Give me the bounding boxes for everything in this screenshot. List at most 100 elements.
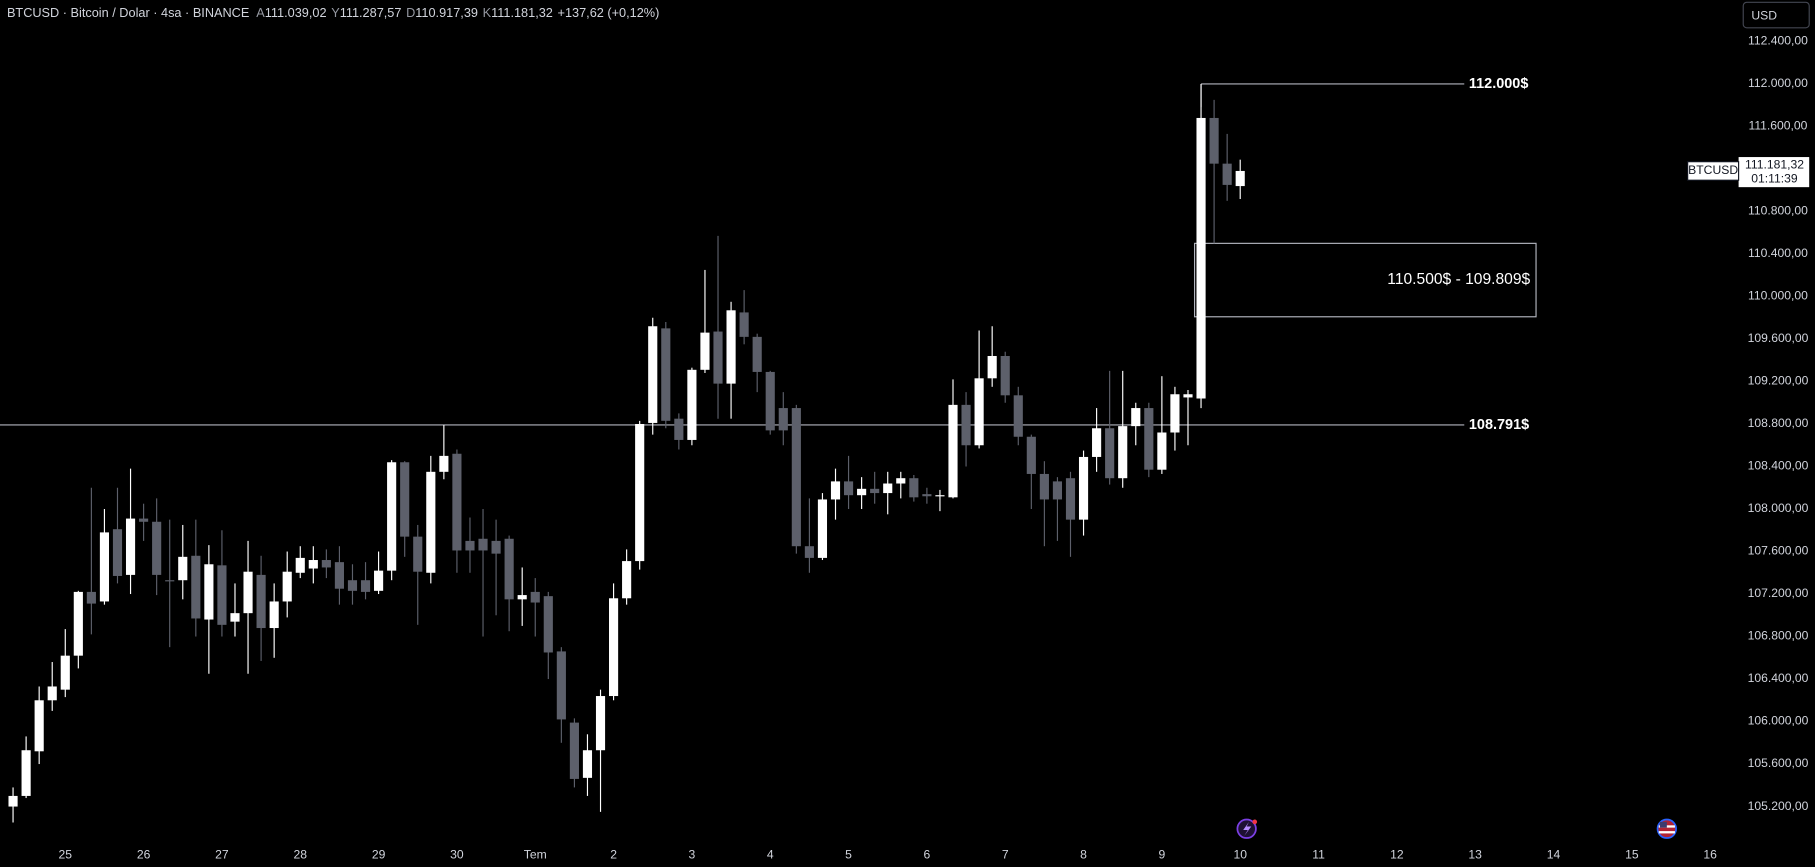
candle-body xyxy=(595,696,606,751)
y-tick-label: 106.000,00 xyxy=(1748,714,1809,728)
candle-body xyxy=(713,331,723,384)
candle-body xyxy=(99,532,110,602)
candle-body xyxy=(334,562,344,589)
candle-body xyxy=(935,495,945,497)
candle-body xyxy=(125,518,136,575)
candle-body xyxy=(609,598,619,697)
candle-body xyxy=(883,483,893,494)
candle-body xyxy=(726,310,736,384)
candle-body xyxy=(582,750,593,778)
candle-body xyxy=(948,404,958,498)
candle-body xyxy=(21,750,31,796)
change: +137,62 (+0,12%) xyxy=(558,5,660,20)
candle-body xyxy=(909,478,919,498)
candle-body xyxy=(804,546,814,558)
ohlc-value: 111.181,32 xyxy=(491,5,553,20)
y-tick-label: 107.200,00 xyxy=(1748,586,1809,600)
candle-body xyxy=(139,518,149,522)
candle-body xyxy=(152,521,162,575)
candle-body xyxy=(974,378,984,446)
candle-body xyxy=(165,580,175,582)
price-tag-price: 111.181,32 xyxy=(1745,157,1804,171)
event-icon[interactable] xyxy=(1236,818,1258,839)
candle-body xyxy=(791,408,801,547)
candle-body xyxy=(387,462,397,571)
x-tick-label: 4 xyxy=(767,848,774,862)
candle-body xyxy=(778,408,788,431)
y-tick-label: 109.200,00 xyxy=(1748,374,1809,388)
currency-label[interactable]: USD xyxy=(1751,8,1777,22)
zone-box xyxy=(1193,242,1537,318)
candle-body xyxy=(1065,478,1076,520)
candle-body xyxy=(217,565,227,625)
y-tick-label: 108.400,00 xyxy=(1748,459,1809,473)
candle-body xyxy=(282,571,292,602)
candle-body xyxy=(517,595,527,600)
candle-body xyxy=(269,601,279,629)
candle-body xyxy=(204,564,214,620)
chart-title: BTCUSD · Bitcoin / Dolar · 4sa · BINANCE xyxy=(7,5,249,20)
candle-body xyxy=(1144,408,1154,470)
y-tick-label: 110.000,00 xyxy=(1748,289,1808,303)
candle-body xyxy=(870,488,880,494)
candle-body xyxy=(1196,117,1206,399)
candle-body xyxy=(987,355,997,379)
flag-icon[interactable] xyxy=(1656,818,1677,839)
candle-body xyxy=(622,561,632,599)
candle-body xyxy=(1131,408,1141,427)
candle-body xyxy=(413,536,423,572)
x-tick-label: 30 xyxy=(450,848,464,862)
candle-body xyxy=(765,371,775,431)
y-tick-label: 109.600,00 xyxy=(1748,331,1809,345)
x-tick-label: 3 xyxy=(689,848,696,862)
y-tick-label: 110.800,00 xyxy=(1748,204,1808,218)
candle-body xyxy=(1170,394,1180,433)
symbol-tag-bg xyxy=(1687,161,1740,181)
candle-body xyxy=(1235,170,1245,187)
candle-body xyxy=(556,651,566,720)
candle-body xyxy=(439,455,449,472)
x-tick-label: 2 xyxy=(610,848,617,862)
candle-body xyxy=(961,404,971,446)
candle-body xyxy=(896,478,906,484)
candle-body xyxy=(687,369,697,440)
candle-body xyxy=(8,795,18,807)
candle-body xyxy=(178,556,188,581)
candle-body xyxy=(465,540,475,551)
candle-body xyxy=(1222,163,1232,185)
y-tick-label: 106.800,00 xyxy=(1748,629,1809,643)
candle-body xyxy=(661,328,671,421)
candle-body xyxy=(843,481,854,496)
candle-body xyxy=(1105,428,1115,479)
candle-body xyxy=(569,722,579,779)
x-tick-label: 15 xyxy=(1625,848,1639,862)
x-tick-label: 27 xyxy=(215,848,229,862)
candle-body xyxy=(739,312,749,337)
ohlc-key: D xyxy=(406,5,415,20)
x-tick-label: 5 xyxy=(845,848,852,862)
candle-body xyxy=(1118,426,1128,479)
candle-body xyxy=(752,336,762,372)
candle-body xyxy=(504,538,514,600)
candle-body xyxy=(922,494,932,497)
candle-body xyxy=(700,332,710,370)
candle-body xyxy=(73,591,83,656)
symbol-tag: BTCUSD xyxy=(1688,163,1738,177)
currency-button[interactable] xyxy=(1742,1,1810,29)
x-tick-label: 28 xyxy=(294,848,308,862)
ohlc-header: A111.039,02 Y111.287,57 D110.917,39 K111.18… xyxy=(256,5,553,20)
y-tick-label: 110.400,00 xyxy=(1748,246,1808,260)
plot-area: 112.000$ 108.791$ 110.500$ - 109.809$ xyxy=(0,76,1537,823)
x-tick-label: 14 xyxy=(1547,848,1561,862)
y-tick-label: 107.600,00 xyxy=(1748,544,1809,558)
candle-body xyxy=(491,540,501,554)
candle-body xyxy=(1078,456,1089,520)
x-tick-label: 11 xyxy=(1312,848,1325,862)
candle-body xyxy=(1000,355,1010,396)
candle-body xyxy=(86,591,96,604)
candle-body xyxy=(34,700,44,752)
x-tick-label: 29 xyxy=(372,848,386,862)
y-tick-label: 108.000,00 xyxy=(1748,501,1809,515)
